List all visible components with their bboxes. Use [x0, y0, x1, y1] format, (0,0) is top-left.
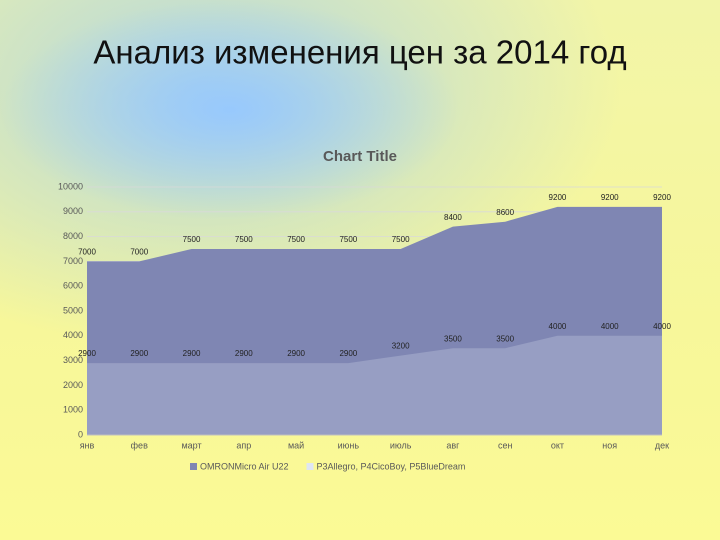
- data-label: 4000: [601, 322, 619, 331]
- x-tick-label: фев: [131, 440, 148, 450]
- y-tick-label: 9000: [63, 206, 83, 216]
- data-label: 9200: [549, 193, 567, 202]
- data-label: 3200: [392, 342, 410, 351]
- y-tick-label: 2000: [63, 380, 83, 390]
- y-tick-label: 7000: [63, 256, 83, 266]
- slide-title: Анализ изменения цен за 2014 год: [93, 34, 626, 71]
- x-tick-label: июнь: [338, 440, 360, 450]
- data-label: 9200: [653, 193, 671, 202]
- area: [87, 206, 662, 435]
- y-tick-label: 8000: [63, 231, 83, 241]
- y-tick-label: 4000: [63, 330, 83, 340]
- legend-swatch: [190, 463, 197, 470]
- x-tick-label: июль: [390, 440, 412, 450]
- data-label: 7500: [235, 235, 253, 244]
- y-tick-label: 1000: [63, 405, 83, 415]
- data-label: 2900: [183, 349, 201, 358]
- data-label: 7500: [392, 235, 410, 244]
- data-label: 2900: [339, 349, 357, 358]
- data-label: 7500: [287, 235, 305, 244]
- x-tick-label: апр: [236, 440, 251, 450]
- chart-title: Chart Title: [323, 148, 397, 165]
- y-tick-label: 10000: [58, 181, 83, 191]
- data-label: 2900: [130, 349, 148, 358]
- y-tick-label: 5000: [63, 305, 83, 315]
- legend-label: P3Allegro, P4CicoBoy, P5BlueDream: [317, 461, 466, 471]
- x-tick-label: сен: [498, 440, 513, 450]
- x-tick-label: авг: [446, 440, 460, 450]
- data-label: 7500: [339, 235, 357, 244]
- y-tick-label: 0: [78, 429, 83, 439]
- x-tick-label: дек: [655, 440, 669, 450]
- data-label: 8400: [444, 213, 462, 222]
- legend-swatch: [306, 463, 314, 470]
- data-label: 8600: [496, 208, 514, 217]
- x-tick-label: март: [181, 440, 201, 450]
- x-tick-label: янв: [80, 440, 95, 450]
- data-label: 2900: [235, 349, 253, 358]
- data-label: 2900: [78, 349, 96, 358]
- y-tick-label: 6000: [63, 281, 83, 291]
- data-label: 2900: [287, 349, 305, 358]
- legend-label: OMRONMicro Air U22: [200, 461, 289, 471]
- data-label: 9200: [601, 193, 619, 202]
- x-tick-label: май: [288, 440, 304, 450]
- data-label: 4000: [653, 322, 671, 331]
- area: [87, 335, 662, 435]
- data-label: 7500: [183, 235, 201, 244]
- data-label: 3500: [444, 334, 462, 343]
- data-label: 7000: [130, 248, 148, 257]
- data-label: 7000: [78, 248, 96, 257]
- data-label: 4000: [549, 322, 567, 331]
- x-tick-label: окт: [551, 440, 564, 450]
- data-label: 3500: [496, 334, 514, 343]
- y-tick-label: 3000: [63, 355, 83, 365]
- x-tick-label: ноя: [602, 440, 617, 450]
